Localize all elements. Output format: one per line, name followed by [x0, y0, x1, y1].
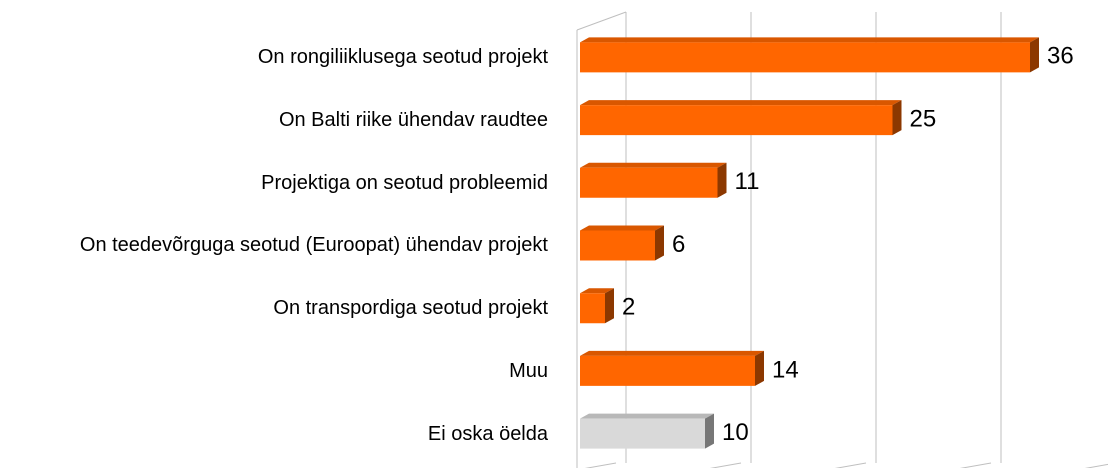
bar [580, 413, 714, 449]
category-text: Ei oska öelda [427, 422, 548, 445]
value-label: 25 [910, 105, 937, 132]
value-label: 36 [1047, 43, 1074, 70]
category-text: On rongiliiklusega seotud projekt [257, 46, 548, 69]
bar [580, 350, 764, 386]
bar-top [580, 100, 902, 106]
bar-front [580, 105, 893, 136]
bar-top [580, 225, 664, 231]
category-text: Projektiga on seotud probleemid [261, 171, 548, 194]
bar [580, 37, 1039, 73]
category-label: On transpordiga seotud projekt [0, 277, 548, 340]
floor-line [584, 462, 617, 468]
bar [580, 225, 664, 261]
bar-front [580, 293, 605, 324]
bar-front [580, 42, 1030, 73]
bar-front [580, 230, 655, 261]
value-label: 6 [672, 231, 685, 258]
floor-line [834, 462, 867, 468]
category-text: Muu [509, 359, 548, 382]
bar-side [755, 350, 764, 386]
bar-front [580, 167, 718, 198]
bar-side [605, 288, 614, 324]
bar [580, 162, 727, 198]
value-label: 14 [772, 356, 799, 383]
bar-side [1030, 37, 1039, 73]
bar-top [580, 350, 764, 356]
floor-line [1084, 463, 1108, 468]
bar-top [580, 413, 714, 419]
category-label: Ei oska öelda [0, 402, 548, 465]
value-label: 10 [722, 419, 749, 446]
bar-side [892, 100, 902, 136]
category-label: Projektiga on seotud probleemid [0, 151, 548, 214]
bar-side [717, 162, 727, 198]
category-label: On Balti riike ühendav raudtee [0, 89, 548, 152]
bar-side [655, 225, 664, 261]
category-text: On Balti riike ühendav raudtee [278, 109, 548, 132]
bar-top [580, 37, 1039, 43]
bar-front [580, 418, 705, 449]
value-label: 11 [735, 168, 760, 195]
bar-top [580, 288, 614, 294]
bar-front [580, 355, 755, 386]
floor-line [959, 462, 992, 468]
category-text: On transpordiga seotud projekt [273, 297, 548, 320]
side-wall-top [576, 11, 627, 31]
bar-side [705, 413, 714, 449]
category-label: On teedevõrguga seotud (Euroopat) ühenda… [0, 214, 548, 277]
category-text: On teedevõrguga seotud (Euroopat) ühenda… [79, 234, 548, 257]
value-label: 2 [622, 294, 635, 321]
bar [580, 288, 614, 324]
bar-top [580, 162, 727, 168]
category-label: Muu [0, 340, 548, 403]
category-label: On rongiliiklusega seotud projekt [0, 26, 548, 89]
bar [580, 100, 902, 136]
floor-line [709, 462, 742, 468]
